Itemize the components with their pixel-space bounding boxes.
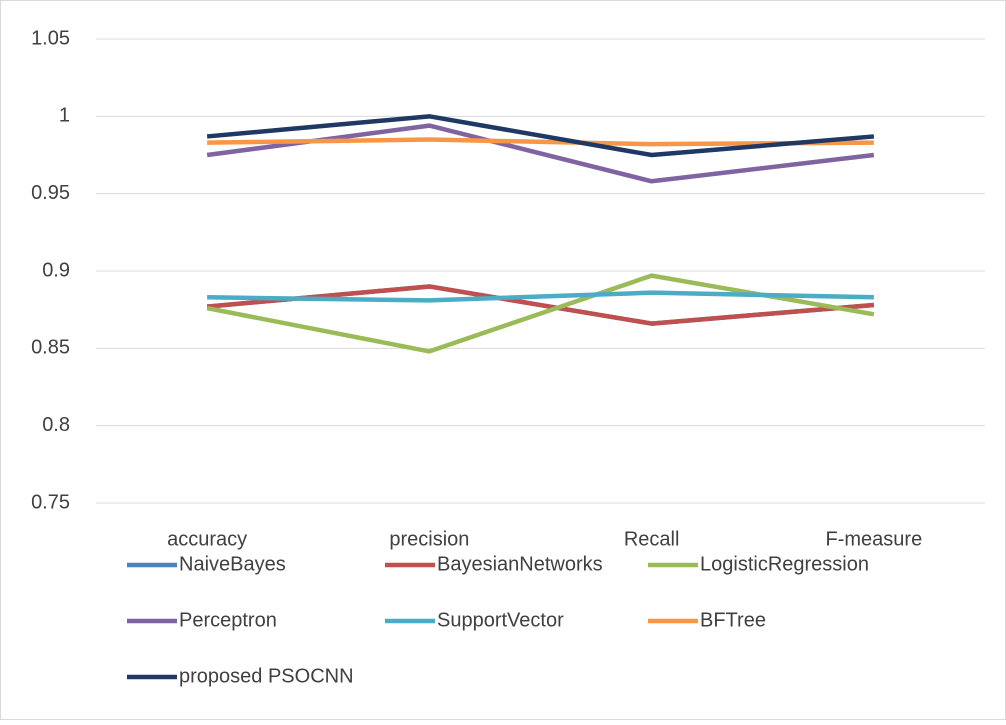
y-tick-label: 0.85: [31, 337, 70, 359]
series-line: [207, 290, 874, 303]
y-tick-label: 0.95: [31, 182, 70, 204]
legend-label: NaiveBayes: [179, 553, 286, 575]
legend-label: proposed PSOCNN: [179, 665, 354, 687]
legend-label: SupportVector: [437, 609, 564, 631]
legend-label: Perceptron: [179, 609, 277, 631]
series-line: [206, 114, 875, 158]
legend-label: BFTree: [700, 609, 766, 631]
y-tick-label: 1: [59, 105, 70, 127]
y-tick-label: 1.05: [31, 27, 70, 49]
y-tick-label: 0.8: [42, 414, 70, 436]
legend-label: LogisticRegression: [700, 553, 869, 575]
y-tick-label: 0.9: [42, 259, 70, 281]
x-tick-label: F-measure: [826, 528, 923, 550]
y-tick-label: 0.75: [31, 491, 70, 513]
series-line: [206, 284, 875, 326]
series-line: [207, 137, 874, 147]
legend-label: BayesianNetworks: [437, 553, 603, 575]
x-tick-label: Recall: [624, 528, 680, 550]
x-tick-label: precision: [389, 528, 469, 550]
x-tick-label: accuracy: [167, 528, 247, 550]
